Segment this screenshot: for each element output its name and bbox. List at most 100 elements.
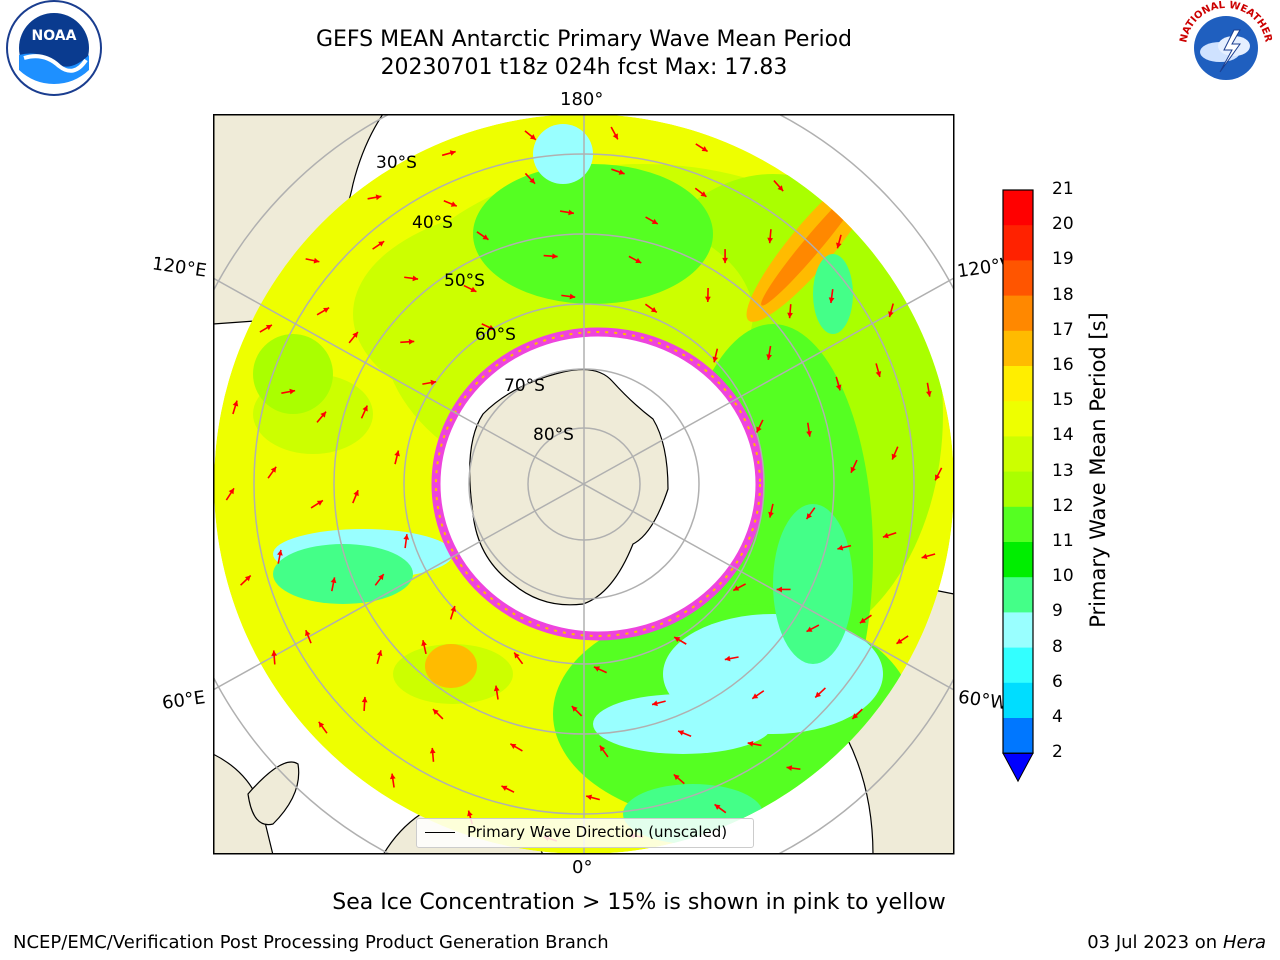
wave-arrow-head [408,338,415,345]
wave-arrow-head [412,275,419,282]
wave-arrow-head [777,185,784,192]
wave-direction-arrows [225,126,943,842]
wave-arrow-head [806,430,812,437]
wave-arrow-head [432,709,439,715]
wave-arrow-head [421,640,427,646]
wave-arrow-head [714,804,721,810]
wave-arrow-head [488,324,495,331]
lat-label: 30°S [376,153,417,173]
wave-arrow-head [651,218,658,224]
wave-arrow-head [776,586,782,593]
colorbar-tick-label: 6 [1052,671,1063,692]
colorbar-label: Primary Wave Mean Period [s] [1086,312,1110,628]
wave-arrow-head [568,209,574,216]
lon-label-bottom: 0° [572,857,593,878]
wave-arrow-head [569,293,576,300]
wave-arrow-head [859,617,866,624]
noaa-logo-icon: NOAA [6,0,102,96]
wave-arrow-head [787,312,793,319]
lat-label: 80°S [533,425,574,445]
wave-arrow-head [467,810,473,817]
wave-arrow-head [289,388,296,395]
colorbar-band [1003,225,1033,261]
wave-arrow-head [767,237,774,244]
wave-arrow-head [449,150,456,156]
colorbar-band [1003,612,1033,649]
wave-arrow-head [394,450,400,457]
title-line-1: GEFS MEAN Antarctic Primary Wave Mean Pe… [315,27,853,52]
wave-arrow-head [806,626,813,632]
wave-arrow-head [313,257,320,264]
colorbar-band [1003,682,1033,719]
colorbar-band [1003,542,1033,578]
wave-arrow-head [375,194,382,201]
colorbar-band [1003,401,1033,437]
wave-arrow-head [850,466,856,473]
wave-arrow-head [768,511,774,518]
map-legend: Primary Wave Direction (unscaled) [416,818,754,848]
wave-arrow-head [244,575,251,582]
wave-arrow-head [586,794,593,801]
wave-arrow-head [529,134,536,140]
wave-arrow-head [450,605,456,612]
colorbar-tick-label: 17 [1052,319,1074,340]
wave-arrow-head [815,691,822,698]
wave-arrow-head [722,257,728,264]
wave-arrow-head [271,650,278,656]
wave-arrow-head [493,685,500,692]
wave-arrow-head [353,490,359,497]
wave-arrow-head [361,696,368,703]
colorbar-tick-label: 18 [1052,284,1074,305]
wave-arrow-head [612,133,618,140]
wave-arrow-head [935,474,941,481]
wave-arrow-head [228,488,234,495]
wave-arrow-head [352,332,358,338]
wave-arrow-head [593,666,600,672]
wave-arrow-head [700,191,707,197]
colorbar-band [1003,190,1033,226]
wave-arrow-head [756,426,762,433]
wave-arrow-head [318,721,325,728]
wave-arrow-head [891,453,897,460]
wave-arrow-head [766,354,772,360]
wave-arrow-head [921,553,928,560]
colorbar-tick-label: 9 [1052,601,1063,622]
wave-arrow-head [835,384,842,391]
colorbar-band [1003,471,1033,508]
legend-line-icon [425,832,455,833]
wave-arrow-head [270,466,277,473]
colorbar-tick-label: 13 [1052,460,1074,481]
wave-arrow-head [712,356,719,363]
wave-arrow-head [378,574,384,581]
colorbar-band [1003,436,1033,473]
wave-arrow-head [837,544,844,551]
wave-arrow-head [926,390,932,397]
colorbar-tick-label: 10 [1052,566,1074,587]
wave-arrow-head [323,307,330,313]
wave-arrow-head [678,730,685,736]
footer-machine: Hera [1222,932,1266,953]
colorbar-tick-label: 19 [1052,249,1074,270]
wave-arrow-head [673,774,680,781]
wave-arrow-head [618,169,625,175]
wave-arrow-head [320,411,327,418]
wave-arrow-head [705,296,711,302]
wave-arrow-head [376,650,383,657]
wave-arrow-head [888,311,894,318]
colorbar-tick-label: 2 [1052,742,1063,763]
wave-arrow-head [652,700,658,707]
wave-arrow-head [828,297,835,303]
wave-arrow-head [232,400,239,407]
lon-label-lower-left: 60°E [160,687,207,714]
nws-logo-icon: NATIONAL WEATHER SERVICE [1176,0,1274,94]
wave-arrow-head [470,286,477,292]
wave-arrow-head [429,747,436,754]
wave-arrow-head [599,745,606,752]
colorbar-band [1003,295,1033,332]
footer-date: 03 Jul 2023 on Hera [1087,932,1266,953]
wave-arrow-head [378,241,385,247]
wave-arrow-head [852,713,859,719]
colorbar-tick-label: 15 [1052,390,1074,411]
lat-label: 70°S [504,376,545,396]
